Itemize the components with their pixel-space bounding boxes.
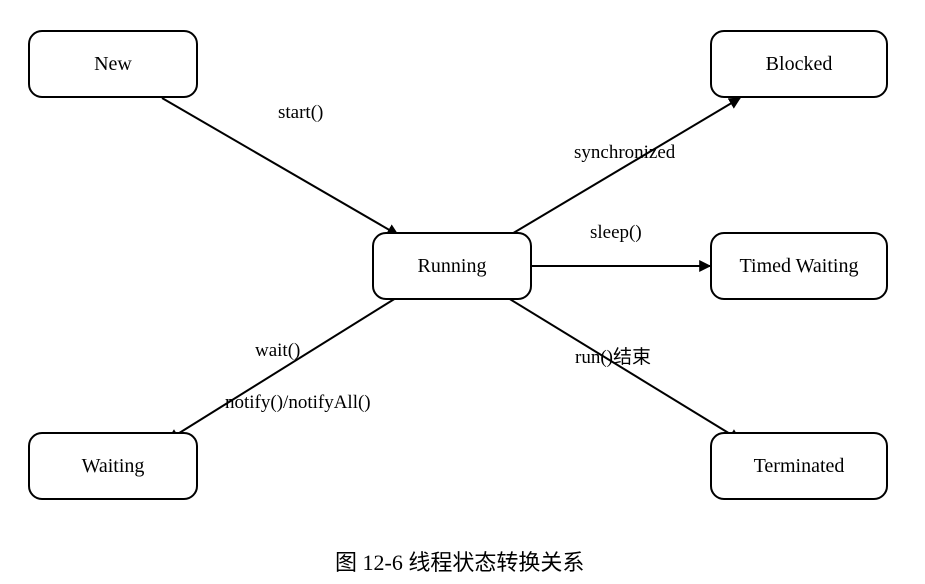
node-label: Running (418, 255, 487, 277)
node-label: Timed Waiting (740, 255, 859, 277)
node-label: Blocked (766, 53, 833, 75)
node-running: Running (372, 232, 532, 300)
figure-caption: 图 12-6 线程状态转换关系 (335, 545, 584, 577)
edge-running-waiting (168, 298, 396, 440)
edge-label-running-waiting-0: wait() (255, 340, 300, 362)
node-terminated: Terminated (710, 432, 888, 500)
node-timed: Timed Waiting (710, 232, 888, 300)
node-label: Waiting (82, 455, 145, 477)
edge-label-new-running-0: start() (278, 102, 323, 124)
node-new: New (28, 30, 198, 98)
node-waiting: Waiting (28, 432, 198, 500)
edge-label-running-terminated-0: run()结束 (575, 342, 651, 369)
edge-label-running-blocked-0: synchronized (574, 142, 675, 164)
node-label: New (94, 53, 132, 75)
diagram-stage: New Blocked Running Timed Waiting Waiting Ter… (0, 0, 925, 584)
edge-running-terminated (508, 298, 740, 440)
node-label: Terminated (754, 455, 845, 477)
edge-running-blocked (510, 98, 740, 235)
node-blocked: Blocked (710, 30, 888, 98)
edge-label-running-waiting-1: notify()/notifyAll() (225, 392, 371, 414)
edge-label-running-timed-0: sleep() (590, 222, 642, 244)
